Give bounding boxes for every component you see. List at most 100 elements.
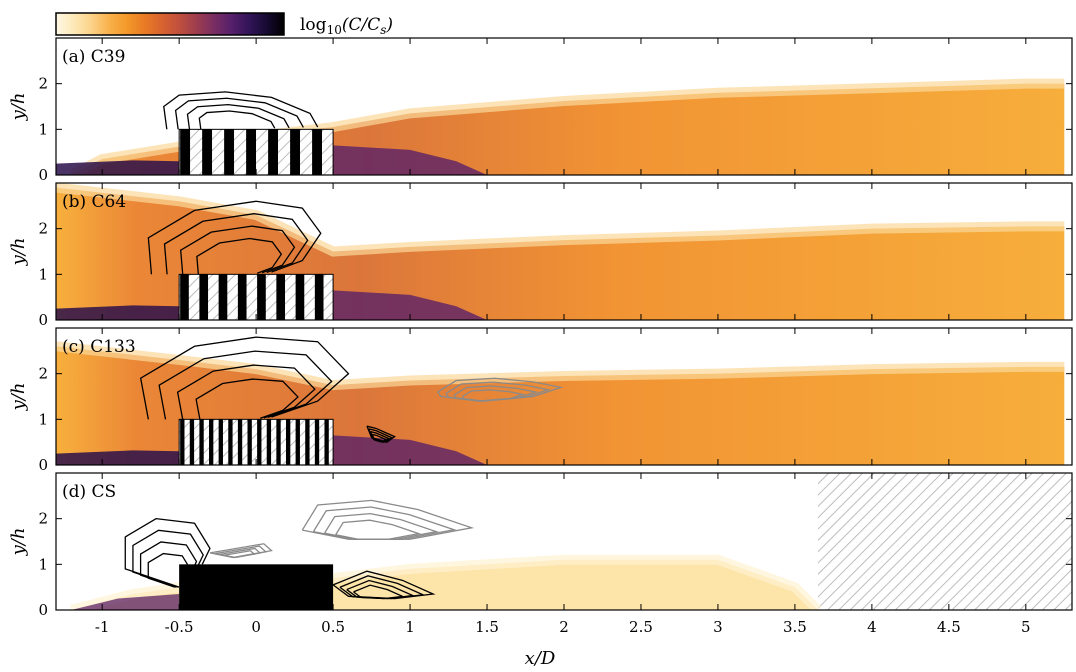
no-data-region [818,473,1072,610]
near-ground-core [56,160,180,175]
canopy-plate [276,419,281,465]
x-tick-label: 0.5 [321,618,345,636]
canopy-plate [199,419,204,465]
panel-3: (d) CS 0 1 2 y/h [8,472,1073,619]
canopy-plate [285,419,291,465]
contour-line-gray [335,519,422,540]
y-axis-title: y/h [8,528,29,557]
canopy-plate [237,419,243,465]
panels: (a) C39 0 1 2 y/h (b) C64 0 1 2 y/h (c) C133 0 1 2 y/h… [8,37,1073,619]
canopy-plate [180,274,189,320]
near-ground-core [56,305,180,320]
y-tick-label: 1 [38,120,48,138]
panel-label: (d) CS [62,482,116,502]
wake-core [333,145,488,175]
colorbar-bar [55,12,285,36]
x-tick-label: -0.5 [165,618,194,636]
y-tick-label: 0 [38,601,48,619]
canopy-plate [246,129,257,175]
contour-line [186,103,290,130]
contour-line [180,225,296,275]
solid-obstacle [179,564,334,610]
x-tick-label: 3.5 [783,618,807,636]
x-axis: -1 -0.5 0 0.5 1 1.5 2 2.5 3 3.5 4 4.5 5 [95,618,1031,636]
canopy-plate [295,419,300,465]
wake-core [333,290,488,320]
x-tick-label: -1 [95,618,110,636]
x-tick-label: 2 [559,618,569,636]
colorbar: log10(C/Cs) [55,12,393,37]
near-ground-core [56,450,180,465]
wake-core [333,435,488,465]
contour-line [124,517,211,588]
y-tick-label: 1 [38,410,48,428]
contour-line [174,97,304,130]
canopy-plate [257,274,266,320]
canopy-plate [268,129,279,175]
contour-line [332,570,436,600]
canopy-plate [247,419,252,465]
y-tick-label: 2 [38,220,48,238]
colorbar-label: log10(C/Cs) [300,15,393,37]
contour-line [176,364,316,420]
contour-line [132,529,204,588]
x-tick-label: 2.5 [629,618,653,636]
y-tick-label: 0 [38,166,48,184]
contour-line [353,584,405,600]
contour-line [196,237,283,275]
plume-edge [70,554,822,610]
y-tick-label: 0 [38,456,48,474]
canopy-plate [305,419,310,465]
contour-line [163,91,319,130]
x-tick-label: 1.5 [475,618,499,636]
y-axis-title: y/h [8,93,29,122]
canopy-plate [266,419,272,465]
contour-line [339,575,426,600]
contour-line [147,200,322,275]
contour-line [346,579,416,600]
canopy-plate [295,274,305,320]
contour-line-gray [461,389,526,402]
x-tick-label: 0 [251,618,261,636]
canopy-plate [312,129,322,175]
canopy-plate [218,419,223,465]
y-tick-label: 1 [38,555,48,573]
x-tick-label: 5 [1021,618,1031,636]
y-tick-label: 1 [38,265,48,283]
canopy-plate [218,274,228,320]
panel-2: (c) C133 0 1 2 y/h [8,327,1073,474]
canopy-plate [257,419,262,465]
canopy-plate [189,419,195,465]
panel-label: (b) C64 [62,192,126,212]
panel-0: (a) C39 0 1 2 y/h [8,37,1073,184]
contour-line-gray [223,550,256,559]
plume-edge [56,183,1065,257]
contour-line [371,433,388,443]
y-tick-label: 2 [38,510,48,528]
contour-line [147,552,191,588]
contour-line [198,110,276,130]
contour-line [163,213,309,275]
near-ground-core [71,594,180,610]
contour-line [139,541,198,588]
x-tick-label: 4 [867,618,877,636]
contour-line [195,378,299,420]
canopy-plate [202,129,213,175]
canopy-plate [180,129,191,175]
canopy-plate [224,129,235,175]
x-axis-title: x/D [525,648,556,669]
x-tick-label: 1 [405,618,415,636]
y-axis-title: y/h [8,383,29,412]
canopy-plate [228,419,233,465]
canopy-plate [237,274,247,320]
canopy-plate [314,419,320,465]
panel-label: (c) C133 [62,337,136,357]
panel-1: (b) C64 0 1 2 y/h [8,182,1073,329]
canopy-plate [324,419,329,465]
panel-label: (a) C39 [62,47,125,67]
canopy-plate [199,274,209,320]
canopy-plate [276,274,286,320]
canopy-plate [180,419,185,465]
x-tick-label: 4.5 [937,618,961,636]
